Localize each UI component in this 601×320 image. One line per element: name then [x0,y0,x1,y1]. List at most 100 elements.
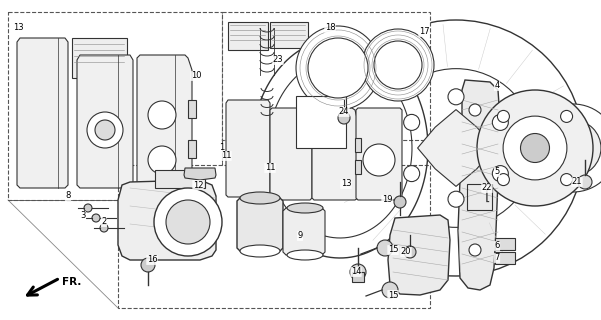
Polygon shape [118,165,430,308]
Circle shape [578,175,592,189]
Text: 17: 17 [419,28,429,36]
Circle shape [520,133,549,163]
Circle shape [296,26,380,110]
Circle shape [154,188,222,256]
Circle shape [498,173,510,186]
Bar [296,96,346,148]
Bar [495,238,515,250]
Text: 3: 3 [81,212,86,220]
Circle shape [448,89,464,105]
Polygon shape [356,108,402,200]
Polygon shape [222,12,430,140]
Circle shape [561,110,573,123]
Polygon shape [77,55,133,188]
Circle shape [148,146,176,174]
Circle shape [338,112,350,124]
Circle shape [377,240,393,256]
Bar [188,140,196,158]
Text: 20: 20 [401,247,411,257]
Circle shape [166,200,210,244]
Ellipse shape [287,203,323,213]
Polygon shape [388,215,450,295]
Circle shape [377,68,535,227]
Circle shape [404,246,416,258]
Polygon shape [184,168,216,180]
Bar [155,170,205,188]
Circle shape [95,120,115,140]
Polygon shape [283,208,325,255]
Polygon shape [8,12,222,200]
Text: 13: 13 [341,180,352,188]
Text: 21: 21 [572,178,582,187]
Polygon shape [458,80,500,290]
Text: [: [ [484,189,490,203]
Circle shape [404,114,419,130]
Ellipse shape [240,192,280,204]
Text: 10: 10 [191,71,201,81]
Circle shape [92,214,100,222]
Circle shape [350,264,366,280]
Text: 19: 19 [382,196,392,204]
Bar [188,100,196,118]
Text: 7: 7 [494,253,499,262]
Polygon shape [418,109,495,186]
Ellipse shape [240,245,280,257]
Text: 9: 9 [297,231,303,241]
Ellipse shape [287,250,323,260]
Circle shape [545,120,601,176]
Circle shape [503,116,567,180]
Bar [495,252,515,264]
Polygon shape [137,55,192,188]
Polygon shape [312,108,358,200]
Circle shape [84,204,92,212]
Circle shape [362,29,434,101]
Text: 6: 6 [494,242,499,251]
Text: 8: 8 [66,191,71,201]
Text: 24: 24 [339,108,349,116]
Bar [352,272,364,282]
Circle shape [492,166,508,182]
Text: 11: 11 [221,151,231,161]
Circle shape [437,129,475,167]
Circle shape [363,144,395,176]
Circle shape [308,38,368,98]
Bar [355,160,361,174]
Text: 5: 5 [495,167,499,177]
Circle shape [100,224,108,232]
Polygon shape [118,180,216,260]
Text: 2: 2 [102,218,106,227]
Text: 1: 1 [219,143,225,153]
Text: 13: 13 [13,23,23,33]
Text: 15: 15 [388,245,398,254]
Circle shape [374,41,422,89]
Polygon shape [17,38,68,188]
Polygon shape [226,100,270,197]
Circle shape [394,196,406,208]
Circle shape [148,101,176,129]
Circle shape [382,282,398,298]
Text: 12: 12 [193,180,203,189]
Polygon shape [237,198,283,251]
Circle shape [561,173,573,186]
Bar [228,22,268,50]
Circle shape [328,20,584,276]
Circle shape [469,104,481,116]
Text: 23: 23 [273,55,283,65]
Circle shape [498,110,510,123]
Text: 4: 4 [495,82,499,91]
Text: 22: 22 [482,183,492,193]
Circle shape [404,166,419,182]
Circle shape [492,114,508,130]
Bar [72,38,127,78]
Bar [270,22,308,48]
Circle shape [477,90,593,206]
Text: 18: 18 [325,23,335,33]
Text: FR.: FR. [62,277,81,287]
Polygon shape [270,108,312,200]
Text: 11: 11 [265,164,275,172]
Bar [355,138,361,152]
Text: 14: 14 [351,268,361,276]
Text: 16: 16 [147,255,157,265]
Text: 15: 15 [388,291,398,300]
Circle shape [87,112,123,148]
